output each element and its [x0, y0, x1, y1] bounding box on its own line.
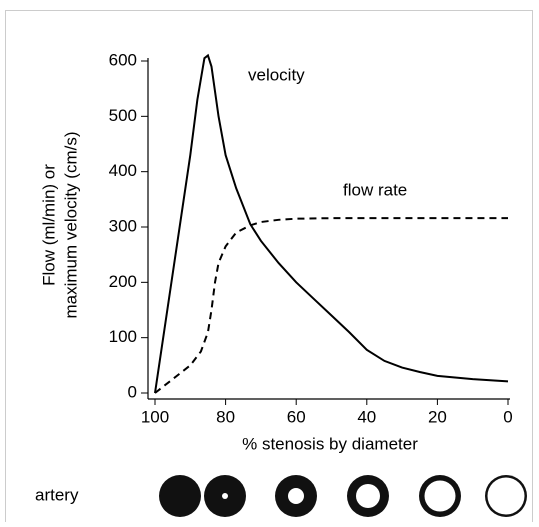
x-tick-label: 60	[287, 407, 306, 426]
x-tick-label: 20	[428, 407, 447, 426]
y-tick-label: 200	[109, 272, 137, 291]
y-tick-label: 100	[109, 327, 137, 346]
y-tick-label: 600	[109, 50, 137, 69]
y-tick-label: 400	[109, 161, 137, 180]
x-tick-label: 40	[357, 407, 376, 426]
flow-rate-label: flow rate	[343, 180, 407, 199]
artery-label: artery	[35, 485, 79, 504]
x-tick-label: 0	[503, 407, 512, 426]
y-axis-label: maximum velocity (cm/s)	[61, 131, 80, 318]
y-axis-label: Flow (ml/min) or	[39, 164, 58, 286]
artery-icons	[159, 475, 527, 517]
y-tick-label: 300	[109, 216, 137, 235]
y-tick-label: 0	[128, 382, 137, 401]
x-axis-label: % stenosis by diameter	[242, 434, 418, 453]
y-tick-label: 500	[109, 106, 137, 125]
series-line	[154, 53, 509, 394]
x-tick-label: 80	[216, 407, 235, 426]
velocity-label: velocity	[248, 65, 305, 84]
x-tick-label: 100	[141, 407, 169, 426]
series-line	[154, 217, 508, 394]
